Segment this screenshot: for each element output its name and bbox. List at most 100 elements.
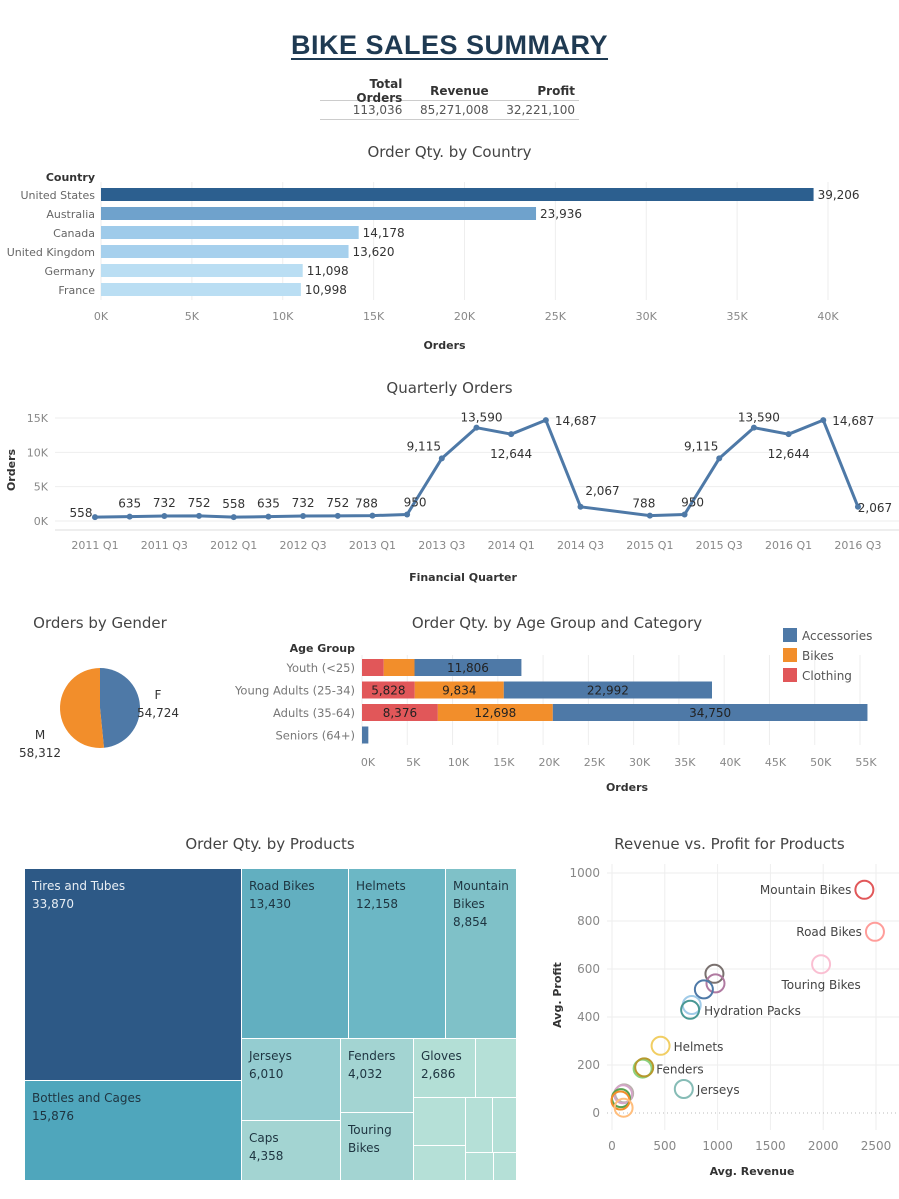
treemap-tile-small xyxy=(466,1153,493,1180)
y-axis-title: Avg. Profit xyxy=(551,962,564,1028)
treemap-label: Fenders xyxy=(348,1049,395,1063)
x-tick-label: 0K xyxy=(361,756,376,769)
data-label: 635 xyxy=(118,497,141,511)
kpi-total-orders: 113,036 xyxy=(352,103,403,117)
treemap-label: 6,010 xyxy=(249,1067,283,1081)
x-axis-title: Orders xyxy=(606,781,649,794)
data-point xyxy=(300,512,307,519)
x-tick-label: 500 xyxy=(653,1139,676,1153)
y-axis-title: Orders xyxy=(5,449,18,492)
data-label: 732 xyxy=(292,496,315,510)
y-tick-label: 0 xyxy=(592,1106,600,1120)
scatter-point xyxy=(864,921,885,942)
x-tick-label: 2013 Q3 xyxy=(418,539,465,552)
treemap-tile xyxy=(25,1081,241,1180)
x-tick-label: 45K xyxy=(765,756,787,769)
kpi-header-profit: Profit xyxy=(537,84,575,98)
data-point xyxy=(508,431,515,438)
x-tick-label: 2012 Q1 xyxy=(210,539,257,552)
data-point xyxy=(369,512,376,519)
data-label: 12,644 xyxy=(490,447,532,461)
data-label: 2,067 xyxy=(585,484,619,498)
data-point xyxy=(438,455,445,462)
treemap-label: Mountain xyxy=(453,879,509,893)
y-tick-label: 10K xyxy=(27,446,49,459)
x-tick-label: 5K xyxy=(406,756,421,769)
treemap-label: Bottles and Cages xyxy=(32,1091,141,1105)
x-tick-label: 2500 xyxy=(861,1139,892,1153)
bar-canada xyxy=(101,226,359,239)
x-tick-label: 10K xyxy=(448,756,470,769)
bar-segment-accessories xyxy=(362,726,369,744)
country-label: Canada xyxy=(53,227,95,240)
legend-label: Clothing xyxy=(802,669,852,683)
x-tick-label: 2013 Q1 xyxy=(349,539,396,552)
data-label: 9,115 xyxy=(684,439,718,453)
x-tick-label: 2012 Q3 xyxy=(280,539,327,552)
pie-label-value: 58,312 xyxy=(19,746,61,760)
segment-label: 5,828 xyxy=(371,684,405,698)
treemap-tile xyxy=(242,1039,340,1120)
scatter-point xyxy=(632,1058,653,1079)
data-point xyxy=(785,431,792,438)
legend-swatch-accessories xyxy=(783,628,797,642)
kpi-revenue: 85,271,008 xyxy=(419,103,489,117)
x-tick-label: 2016 Q1 xyxy=(765,539,812,552)
data-label: 788 xyxy=(632,497,655,511)
x-tick-label: 35K xyxy=(674,756,696,769)
y-tick-label: 800 xyxy=(577,914,600,928)
treemap-label: Road Bikes xyxy=(249,879,315,893)
x-tick-label: 15K xyxy=(493,756,515,769)
products-chart-title: Order Qty. by Products xyxy=(185,835,355,853)
treemap-label: 12,158 xyxy=(356,897,398,911)
bar-value-label: 14,178 xyxy=(363,226,405,240)
age-chart-title: Order Qty. by Age Group and Category xyxy=(411,614,703,632)
treemap-label: Helmets xyxy=(356,879,406,893)
kpi-table: Total Orders Revenue Profit 113,036 85,2… xyxy=(320,77,579,120)
legend-label: Bikes xyxy=(802,649,834,663)
x-tick-label: 30K xyxy=(629,756,651,769)
x-tick-label: 2014 Q3 xyxy=(557,539,604,552)
dashboard-title: BIKE SALES SUMMARY xyxy=(290,30,609,60)
legend-swatch-clothing xyxy=(783,668,797,682)
bar-segment-clothing xyxy=(362,704,438,721)
treemap-label: 13,430 xyxy=(249,897,291,911)
data-label: 732 xyxy=(153,496,176,510)
age-group-label: Youth (<25) xyxy=(285,661,355,675)
y-tick-label: 1000 xyxy=(569,866,600,880)
data-label: 950 xyxy=(681,495,704,509)
treemap-label: Gloves xyxy=(421,1049,462,1063)
segment-label: 22,992 xyxy=(587,684,629,698)
scatter-point xyxy=(673,1079,694,1099)
treemap-tile xyxy=(341,1039,413,1112)
x-tick-label: 20K xyxy=(538,756,560,769)
x-tick-label: 30K xyxy=(636,310,658,323)
treemap-tile-small xyxy=(414,1098,465,1145)
bar-segment-accessories xyxy=(552,704,868,721)
point-label: Road Bikes xyxy=(796,925,862,939)
treemap-label: 2,686 xyxy=(421,1067,455,1081)
country-label: United Kingdom xyxy=(7,246,95,259)
pie-slice-m xyxy=(59,668,104,748)
bar-france xyxy=(101,283,301,296)
treemap-label: 4,032 xyxy=(348,1067,382,1081)
bar-value-label: 23,936 xyxy=(540,207,582,221)
data-point xyxy=(161,512,168,519)
y-tick-label: 200 xyxy=(577,1058,600,1072)
scatter-point xyxy=(704,963,725,984)
scatter-point xyxy=(634,1057,655,1078)
scatter-point xyxy=(705,973,726,994)
data-point xyxy=(854,503,861,510)
treemap-label: 4,358 xyxy=(249,1149,283,1163)
data-point xyxy=(820,417,827,424)
segment-label: 12,698 xyxy=(474,706,516,720)
data-label: 558 xyxy=(222,497,245,511)
data-label: 558 xyxy=(70,506,93,520)
data-point xyxy=(404,511,411,518)
bar-value-label: 10,998 xyxy=(305,283,347,297)
y-tick-label: 600 xyxy=(577,962,600,976)
treemap-label: 33,870 xyxy=(32,897,74,911)
x-tick-label: 2015 Q3 xyxy=(696,539,743,552)
data-point xyxy=(230,514,237,521)
bar-segment-bikes xyxy=(437,704,553,721)
